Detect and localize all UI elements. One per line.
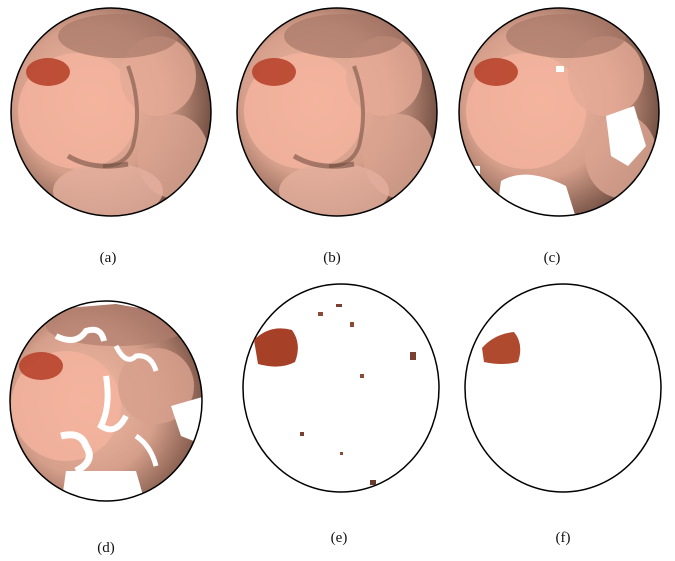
caption-b: (b) — [323, 250, 341, 266]
caption-d: (d) — [97, 540, 115, 556]
caption-f: (f) — [555, 530, 571, 546]
panel-f-image — [464, 283, 662, 493]
panel-d-image — [9, 300, 203, 502]
panel-e — [240, 282, 442, 494]
lesion-region-e — [254, 328, 298, 367]
caption-a: (a) — [99, 250, 117, 266]
panel-f — [462, 282, 664, 494]
lesion-region-f — [482, 332, 521, 364]
panel-c-image — [458, 7, 660, 217]
lesion-mark-b — [252, 58, 296, 86]
panel-c — [456, 6, 662, 218]
panel-a — [8, 6, 214, 218]
panel-b — [234, 6, 440, 218]
panel-a-image — [10, 7, 212, 217]
caption-e: (e) — [330, 530, 348, 546]
panel-d — [6, 296, 206, 506]
caption-c: (c) — [543, 250, 561, 266]
panel-b-image — [236, 7, 438, 217]
lesion-mark-a — [26, 58, 70, 86]
panel-e-image — [242, 283, 440, 493]
